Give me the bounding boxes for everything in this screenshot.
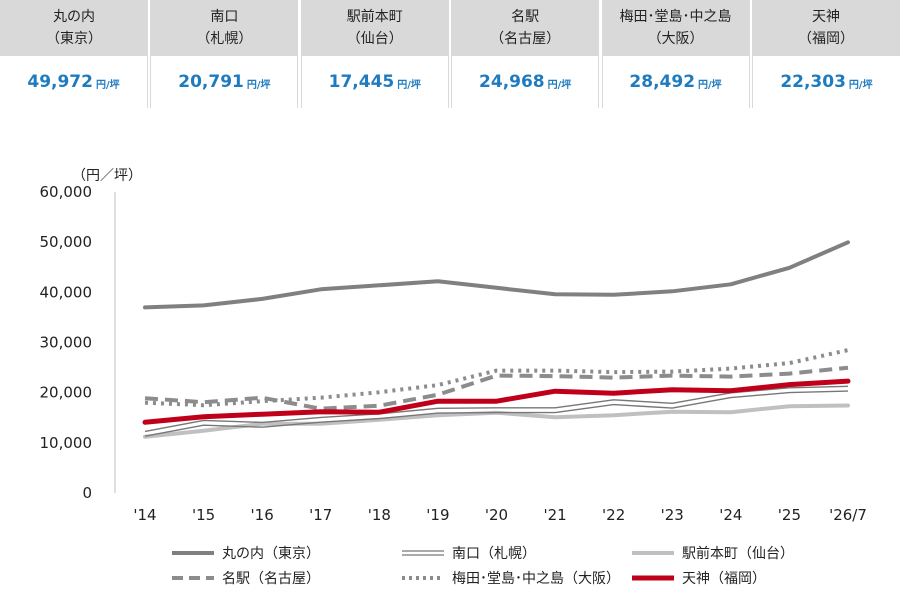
y-axis: 0 10,000 20,000 30,000 40,000 50,000 60,000	[40, 183, 93, 502]
y-tick-label: 40,000	[40, 283, 93, 301]
rent-unit: 円/坪	[547, 80, 572, 91]
summary-card: 駅前本町 （仙台） 17,445 円/坪	[300, 0, 449, 108]
legend-row: 丸の内（東京） 南口（札幌） 駅前本町（仙台）	[170, 540, 870, 565]
rent-line-chart: （円／坪） 0 10,000 20,000 30,000 40,000 50,000 60,…	[40, 168, 867, 524]
legend-item: 丸の内（東京）	[170, 543, 400, 563]
area-region: （大阪）	[647, 31, 704, 47]
rent-value: 20,791	[178, 72, 244, 92]
area-region: （名古屋）	[490, 31, 561, 47]
x-tick-label: '25	[778, 506, 801, 524]
rent-value: 28,492	[629, 72, 696, 92]
card-header: 梅田･堂島･中之島 （大阪）	[601, 0, 750, 56]
card-header: 名駅 （名古屋）	[451, 0, 600, 56]
legend-label: 南口（札幌）	[452, 545, 536, 562]
x-tick-label: '18	[368, 506, 391, 524]
rent-value: 22,303	[780, 72, 846, 92]
summary-card: 梅田･堂島･中之島 （大阪） 28,492 円/坪	[601, 0, 750, 108]
x-tick-label: '26/7	[829, 506, 867, 524]
rent-value: 49,972	[27, 72, 93, 92]
series-line-0	[143, 240, 850, 310]
area-region: （札幌）	[196, 31, 253, 47]
rent-value-cell: 17,445 円/坪	[300, 56, 449, 108]
legend-label: 駅前本町（仙台）	[682, 545, 794, 562]
y-tick-label: 10,000	[40, 434, 93, 452]
area-name: 丸の内	[53, 9, 95, 25]
summary-card: 名駅 （名古屋） 24,968 円/坪	[451, 0, 600, 108]
legend-label: 天神（福岡）	[682, 570, 766, 587]
legend-swatch-dashed	[172, 575, 214, 580]
summary-card: 天神 （福岡） 22,303 円/坪	[751, 0, 900, 108]
card-header: 天神 （福岡）	[751, 0, 900, 56]
summary-card: 南口 （札幌） 20,791 円/坪	[150, 0, 299, 108]
x-tick-label: '16	[251, 506, 274, 524]
legend-label: 丸の内（東京）	[222, 545, 320, 562]
summary-card: 丸の内 （東京） 49,972 円/坪	[0, 0, 148, 108]
rent-unit: 円/坪	[246, 80, 271, 91]
area-name: 天神	[811, 9, 840, 25]
rent-value: 24,968	[479, 72, 545, 92]
rent-value-cell: 24,968 円/坪	[451, 56, 600, 108]
rent-value: 17,445	[328, 72, 395, 92]
series-layer	[142, 240, 851, 439]
x-axis: '14 '15 '16 '17 '18 '19 '20 '21 '22 '23 '24 '25 '26/…	[133, 506, 867, 524]
area-name: 南口	[210, 9, 239, 25]
x-tick-label: '24	[719, 506, 742, 524]
legend-item: 駅前本町（仙台）	[630, 543, 794, 563]
legend-swatch-solid-light-gray	[632, 550, 674, 555]
series-line-stroke	[144, 390, 849, 437]
rent-value-cell: 22,303 円/坪	[751, 56, 900, 108]
area-name: 梅田･堂島･中之島	[619, 9, 732, 25]
x-tick-label: '14	[133, 506, 156, 524]
x-tick-label: '15	[192, 506, 215, 524]
x-tick-label: '20	[485, 506, 508, 524]
legend-item: 天神（福岡）	[630, 568, 766, 588]
rent-unit: 円/坪	[848, 80, 873, 91]
area-region: （福岡）	[797, 31, 854, 47]
rent-value-cell: 20,791 円/坪	[150, 56, 299, 108]
card-header: 駅前本町 （仙台）	[300, 0, 449, 56]
legend-swatch-double-line	[402, 549, 444, 556]
rent-unit: 円/坪	[397, 80, 421, 91]
legend-row: 名駅（名古屋） 梅田･堂島･中之島（大阪） 天神（福岡）	[170, 565, 870, 590]
rent-value-cell: 49,972 円/坪	[0, 56, 148, 108]
area-name: 駅前本町	[346, 9, 403, 25]
area-region: （仙台）	[346, 31, 403, 47]
summary-table: 丸の内 （東京） 49,972 円/坪 南口 （札幌） 20,791 円/坪 駅…	[0, 0, 900, 108]
y-tick-label: 50,000	[40, 233, 93, 251]
card-header: 丸の内 （東京）	[0, 0, 148, 56]
legend-item: 南口（札幌）	[400, 543, 630, 563]
y-axis-label: （円／坪）	[72, 168, 142, 184]
x-tick-label: '23	[661, 506, 684, 524]
y-tick-label: 60,000	[40, 183, 93, 201]
legend-item: 梅田･堂島･中之島（大阪）	[400, 568, 630, 588]
y-tick-label: 0	[82, 484, 92, 502]
legend-label: 名駅（名古屋）	[222, 570, 320, 587]
legend-swatch-bold-red	[632, 575, 674, 580]
legend-swatch-solid-gray	[172, 550, 214, 555]
rent-value-cell: 28,492 円/坪	[601, 56, 750, 108]
series-line-4	[144, 348, 849, 408]
series-line-2	[143, 403, 850, 439]
legend-swatch-dotted	[402, 575, 444, 580]
series-line-3	[144, 365, 849, 411]
rent-unit: 円/坪	[95, 80, 120, 91]
x-tick-label: '19	[426, 506, 449, 524]
x-tick-label: '17	[309, 506, 332, 524]
chart-legend: 丸の内（東京） 南口（札幌） 駅前本町（仙台） 名駅（名古屋） 梅田･堂島･中之…	[170, 540, 870, 590]
x-tick-label: '22	[602, 506, 625, 524]
card-header: 南口 （札幌）	[150, 0, 299, 56]
area-region: （東京）	[46, 31, 102, 47]
y-tick-label: 30,000	[40, 334, 93, 352]
area-name: 名駅	[511, 9, 540, 25]
legend-label: 梅田･堂島･中之島（大阪）	[452, 570, 620, 587]
series-line-5	[142, 378, 851, 425]
rent-unit: 円/坪	[698, 80, 722, 91]
y-tick-label: 20,000	[40, 384, 93, 402]
x-tick-label: '21	[543, 506, 566, 524]
legend-item: 名駅（名古屋）	[170, 568, 400, 588]
